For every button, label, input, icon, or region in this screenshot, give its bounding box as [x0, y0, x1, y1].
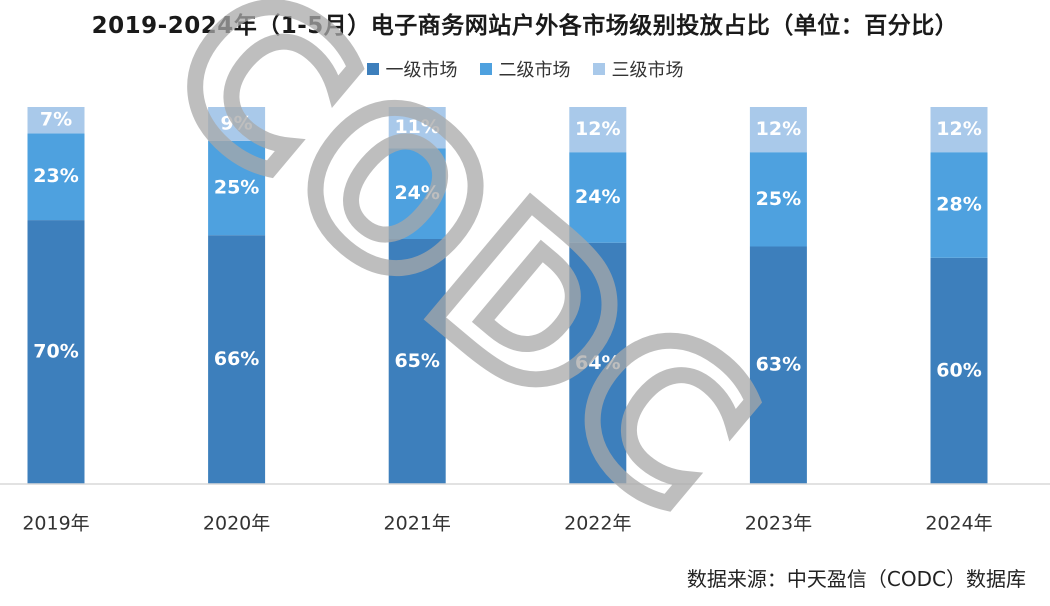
data-label-tier1-2021年: 65% — [394, 350, 439, 372]
data-label-tier1-2019年: 70% — [33, 341, 78, 363]
bar-tier3-2024年 — [930, 107, 988, 153]
bar-tier1-2021年 — [388, 238, 446, 484]
bar-tier1-2023年 — [749, 246, 807, 484]
legend-swatch-tier2 — [479, 63, 492, 75]
data-label-tier1-2022年: 64% — [575, 352, 620, 374]
data-label-tier1-2024年: 60% — [936, 359, 981, 381]
bar-tier3-2023年 — [749, 107, 807, 153]
data-label-tier1-2020年: 66% — [214, 348, 259, 370]
legend-label-tier1: 一级市场 — [385, 60, 458, 81]
legend-label-tier2: 二级市场 — [498, 60, 571, 81]
data-label-tier2-2019年: 23% — [33, 165, 78, 187]
bar-tier1-2022年 — [569, 242, 627, 484]
legend-item-tier3: 三级市场 — [592, 56, 684, 82]
bar-tier1-2019年 — [27, 220, 85, 484]
bar-tier3-2021年 — [388, 107, 446, 149]
data-label-tier1-2023年: 63% — [756, 354, 801, 376]
bar-tier2-2024年 — [930, 152, 988, 258]
bar-tier1-2024年 — [930, 257, 988, 484]
x-tick-label: 2019年 — [22, 513, 89, 535]
bar-tier3-2020年 — [208, 107, 266, 141]
data-label-tier3-2019年: 7% — [40, 109, 72, 131]
bar-tier2-2023年 — [749, 152, 807, 247]
bar-tier3-2022年 — [569, 107, 627, 153]
x-tick-label: 2024年 — [925, 513, 992, 535]
legend: 一级市场 二级市场 三级市场 — [0, 56, 1050, 82]
legend-swatch-tier1 — [366, 63, 379, 75]
data-label-tier2-2021年: 24% — [394, 182, 439, 204]
chart-title: 2019-2024年（1-5月）电子商务网站户外各市场级别投放占比（单位：百分比… — [91, 13, 959, 39]
data-label-tier3-2023年: 12% — [756, 118, 801, 140]
data-label-tier3-2020年: 9% — [220, 113, 252, 135]
bar-tier2-2019年 — [27, 133, 85, 221]
data-source-note: 数据来源：中天盈信（CODC）数据库 — [686, 567, 1026, 591]
bar-tier1-2020年 — [208, 235, 266, 484]
data-label-tier2-2023年: 25% — [756, 188, 801, 210]
bar-tier2-2021年 — [388, 148, 446, 239]
x-tick-label: 2021年 — [384, 513, 451, 535]
legend-item-tier2: 二级市场 — [479, 56, 571, 82]
x-tick-label: 2022年 — [564, 513, 631, 535]
x-tick-label: 2020年 — [203, 513, 270, 535]
bar-tier2-2020年 — [208, 140, 266, 236]
x-tick-labels: 2019年 2020年 2021年 2022年 2023年 2024年 — [22, 513, 992, 535]
legend-label-tier3: 三级市场 — [611, 60, 684, 81]
data-label-tier2-2020年: 25% — [214, 177, 259, 199]
data-label-tier2-2024年: 28% — [936, 194, 981, 216]
legend-item-tier1: 一级市场 — [366, 56, 458, 82]
bar-tier2-2022年 — [569, 152, 627, 243]
data-label-tier2-2022年: 24% — [575, 186, 620, 208]
data-label-tier3-2021年: 11% — [394, 116, 439, 138]
x-tick-label: 2023年 — [745, 513, 812, 535]
data-label-tier3-2024年: 12% — [936, 118, 981, 140]
bars-layer: 70% 23% 7% 66% 25% 9% 65% 24% 11% 64% 24% 12% 63% 25%… — [27, 107, 988, 484]
bar-tier3-2019年 — [27, 107, 85, 134]
data-label-tier3-2022年: 12% — [575, 118, 620, 140]
legend-swatch-tier3 — [592, 63, 605, 75]
